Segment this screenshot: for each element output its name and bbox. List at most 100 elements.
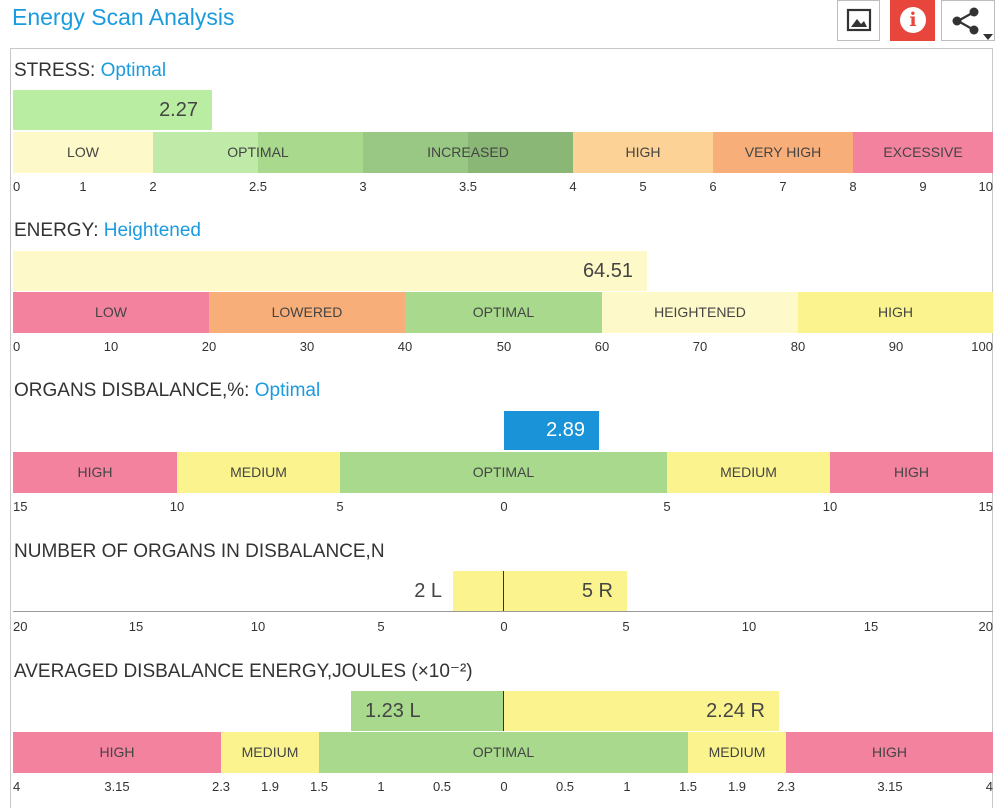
organs-disbalance-status: Optimal <box>254 380 321 401</box>
stress-segment-excessive: EXCESSIVE <box>853 132 993 173</box>
stress-segment-very-high: VERY HIGH <box>713 132 853 173</box>
image-icon <box>846 8 872 32</box>
stress-label: STRESS: <box>14 60 96 81</box>
disbalance-energy-tick: 2.3 <box>776 779 796 794</box>
energy-tick: 80 <box>790 339 806 354</box>
stress-status: Optimal <box>100 60 167 81</box>
stress-tick: 2.5 <box>248 179 268 194</box>
organs-disbalance-tick: 0 <box>500 499 508 514</box>
organs-disbalance-tick: 10 <box>822 499 838 514</box>
chevron-down-icon <box>983 34 993 40</box>
disbalance-energy-tick: 1 <box>377 779 385 794</box>
organs-count-right-bar: 5 R <box>504 571 627 611</box>
disbalance-energy-tick: 1.9 <box>727 779 747 794</box>
disbalance-energy-segment-high-left: HIGH <box>13 732 221 773</box>
organs-disbalance-segment-high-right: HIGH <box>830 452 993 493</box>
disbalance-energy-tick: 1.9 <box>260 779 280 794</box>
organs-disbalance-tick: 5 <box>336 499 344 514</box>
energy-tick: 20 <box>201 339 217 354</box>
organs-disbalance-title: ORGANS DISBALANCE,%: Optimal <box>14 380 320 402</box>
stress-tick: 6 <box>709 179 717 194</box>
organs-count-tick: 5 <box>377 619 385 634</box>
organs-disbalance-tick: 15 <box>978 499 993 514</box>
disbalance-energy-tick: 4 <box>985 779 993 794</box>
disbalance-energy-tick: 2.3 <box>211 779 231 794</box>
organs-count-tick: 5 <box>622 619 630 634</box>
disbalance-energy-left-bar: 1.23 L <box>351 691 504 731</box>
energy-segment-optimal: OPTIMAL <box>405 292 602 333</box>
stress-tick: 3 <box>359 179 367 194</box>
organs-disbalance-label: ORGANS DISBALANCE,%: <box>14 380 250 401</box>
energy-segment-heightened: HEIGHTENED <box>602 292 798 333</box>
stress-title: STRESS: Optimal <box>14 60 166 82</box>
energy-value-bar: 64.51 <box>13 251 647 291</box>
info-button[interactable]: i <box>890 0 935 41</box>
disbalance-energy-tick: 3.15 <box>104 779 130 794</box>
organs-count-tick: 15 <box>128 619 144 634</box>
stress-tick: 3.5 <box>458 179 478 194</box>
disbalance-energy-tick: 1.5 <box>309 779 329 794</box>
disbalance-energy-segment-high-right: HIGH <box>786 732 993 773</box>
organs-count-axis-line <box>13 611 993 612</box>
organs-count-tick: 10 <box>741 619 757 634</box>
stress-tick: 9 <box>919 179 927 194</box>
organs-disbalance-segment-high-left: HIGH <box>13 452 177 493</box>
stress-segment-low: LOW <box>13 132 153 173</box>
page-title: Energy Scan Analysis <box>12 4 235 30</box>
organs-disbalance-segment-medium-left: MEDIUM <box>177 452 340 493</box>
energy-tick: 0 <box>13 339 21 354</box>
disbalance-energy-tick: 1.5 <box>678 779 698 794</box>
organs-count-tick: 10 <box>250 619 266 634</box>
energy-status: Heightened <box>103 220 201 241</box>
energy-tick: 40 <box>397 339 413 354</box>
energy-tick: 50 <box>496 339 512 354</box>
disbalance-energy-tick: 4 <box>13 779 21 794</box>
disbalance-energy-tick: 1 <box>623 779 631 794</box>
disbalance-energy-tick: 0.5 <box>432 779 452 794</box>
energy-segment-lowered: LOWERED <box>209 292 405 333</box>
energy-segment-high: HIGH <box>798 292 993 333</box>
organs-disbalance-tick: 5 <box>663 499 671 514</box>
organs-count-tick: 0 <box>500 619 508 634</box>
organs-count-tick: 15 <box>863 619 879 634</box>
energy-label: ENERGY: <box>14 220 99 241</box>
disbalance-energy-segment-medium-left: MEDIUM <box>221 732 319 773</box>
energy-segment-low: LOW <box>13 292 209 333</box>
stress-tick: 4 <box>569 179 577 194</box>
disbalance-energy-tick: 0.5 <box>555 779 575 794</box>
stress-tick: 0 <box>13 179 21 194</box>
stress-tick: 5 <box>639 179 647 194</box>
share-button[interactable] <box>941 0 995 41</box>
disbalance-energy-tick: 0 <box>500 779 508 794</box>
disbalance-energy-segment-optimal: OPTIMAL <box>319 732 688 773</box>
organs-count-center-line <box>503 571 504 611</box>
organs-count-tick: 20 <box>13 619 28 634</box>
stress-tick: 1 <box>79 179 87 194</box>
info-icon: i <box>900 7 926 33</box>
energy-tick: 60 <box>594 339 610 354</box>
disbalance-energy-tick: 3.15 <box>877 779 903 794</box>
disbalance-energy-title: AVERAGED DISBALANCE ENERGY,JOULES (×10⁻²… <box>14 661 473 682</box>
stress-tick: 10 <box>978 179 993 194</box>
organs-count-tick: 20 <box>978 619 993 634</box>
organs-disbalance-segment-medium-right: MEDIUM <box>667 452 830 493</box>
stress-segment-high: HIGH <box>573 132 713 173</box>
energy-tick: 10 <box>103 339 119 354</box>
disbalance-energy-right-bar: 2.24 R <box>504 691 779 731</box>
disbalance-energy-center-line <box>503 691 504 731</box>
stress-tick: 2 <box>149 179 157 194</box>
stress-segment-optimal: OPTIMAL <box>153 132 363 173</box>
organs-count-title: NUMBER OF ORGANS IN DISBALANCE,N <box>14 541 385 562</box>
image-button[interactable] <box>837 0 880 41</box>
energy-title: ENERGY: Heightened <box>14 220 201 242</box>
organs-disbalance-value-bar: 2.89 <box>504 411 599 450</box>
organs-count-left-bar <box>453 571 504 611</box>
organs-count-left-value: 2 L <box>414 580 442 602</box>
stress-tick: 8 <box>849 179 857 194</box>
disbalance-energy-segment-medium-right: MEDIUM <box>688 732 786 773</box>
stress-value-bar: 2.27 <box>13 90 212 130</box>
energy-tick: 30 <box>299 339 315 354</box>
organs-disbalance-segment-optimal: OPTIMAL <box>340 452 667 493</box>
stress-tick: 7 <box>779 179 787 194</box>
organs-disbalance-tick: 15 <box>13 499 28 514</box>
